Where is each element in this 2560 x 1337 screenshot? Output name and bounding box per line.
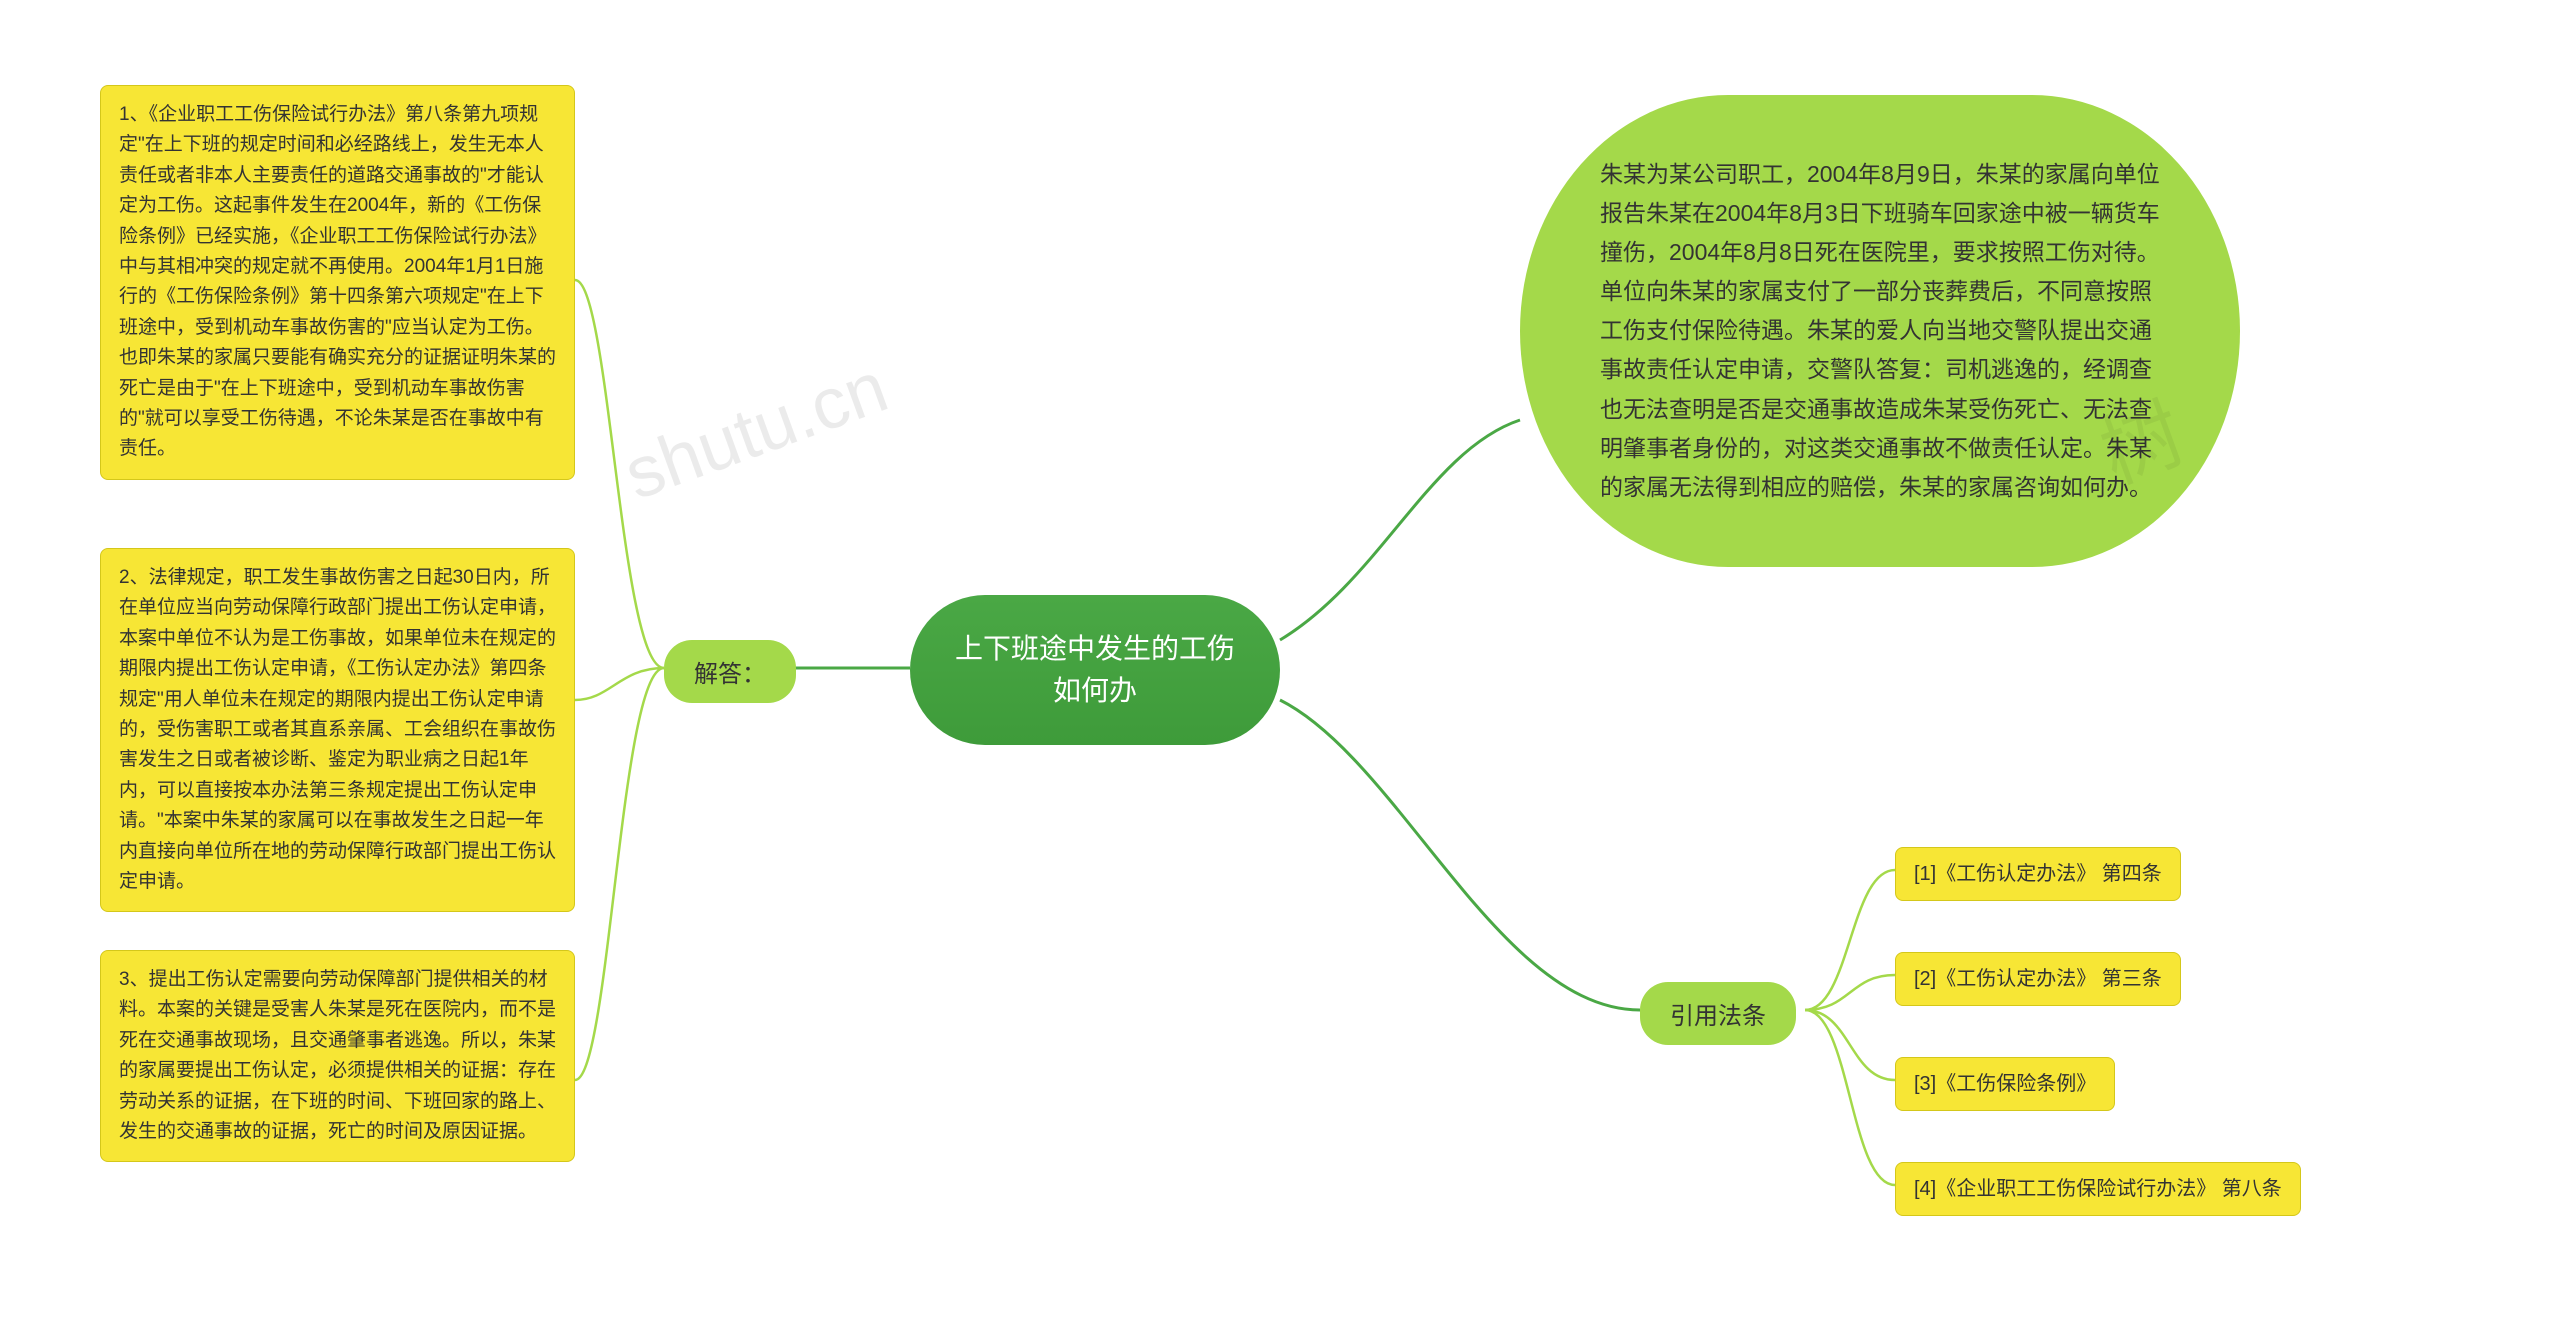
- law-2: [2]《工伤认定办法》 第三条: [1895, 952, 2181, 1006]
- law-3-text: [3]《工伤保险条例》: [1914, 1073, 2096, 1095]
- answer-2-text: 2、法律规定，职工发生事故伤害之日起30日内，所在单位应当向劳动保障行政部门提出…: [119, 567, 556, 892]
- topic-answer-label: 解答：: [694, 654, 766, 689]
- topic-answer: 解答：: [664, 640, 796, 703]
- case-description: 朱某为某公司职工，2004年8月9日，朱某的家属向单位报告朱某在2004年8月3…: [1520, 95, 2240, 567]
- law-4: [4]《企业职工工伤保险试行办法》 第八条: [1895, 1162, 2301, 1216]
- law-2-text: [2]《工伤认定办法》 第三条: [1914, 968, 2162, 990]
- law-1-text: [1]《工伤认定办法》 第四条: [1914, 863, 2162, 885]
- law-1: [1]《工伤认定办法》 第四条: [1895, 847, 2181, 901]
- topic-law: 引用法条: [1640, 982, 1796, 1045]
- center-topic: 上下班途中发生的工伤如何办: [910, 595, 1280, 745]
- answer-1-text: 1、《企业职工工伤保险试行办法》第八条第九项规定"在上下班的规定时间和必经路线上…: [119, 104, 556, 459]
- answer-2: 2、法律规定，职工发生事故伤害之日起30日内，所在单位应当向劳动保障行政部门提出…: [100, 548, 575, 912]
- answer-3-text: 3、提出工伤认定需要向劳动保障部门提供相关的材料。本案的关键是受害人朱某是死在医…: [119, 969, 556, 1142]
- case-text: 朱某为某公司职工，2004年8月9日，朱某的家属向单位报告朱某在2004年8月3…: [1600, 161, 2160, 500]
- center-title: 上下班途中发生的工伤如何办: [950, 628, 1240, 712]
- topic-law-label: 引用法条: [1670, 996, 1766, 1031]
- law-3: [3]《工伤保险条例》: [1895, 1057, 2115, 1111]
- answer-3: 3、提出工伤认定需要向劳动保障部门提供相关的材料。本案的关键是受害人朱某是死在医…: [100, 950, 575, 1162]
- answer-1: 1、《企业职工工伤保险试行办法》第八条第九项规定"在上下班的规定时间和必经路线上…: [100, 85, 575, 480]
- law-4-text: [4]《企业职工工伤保险试行办法》 第八条: [1914, 1178, 2282, 1200]
